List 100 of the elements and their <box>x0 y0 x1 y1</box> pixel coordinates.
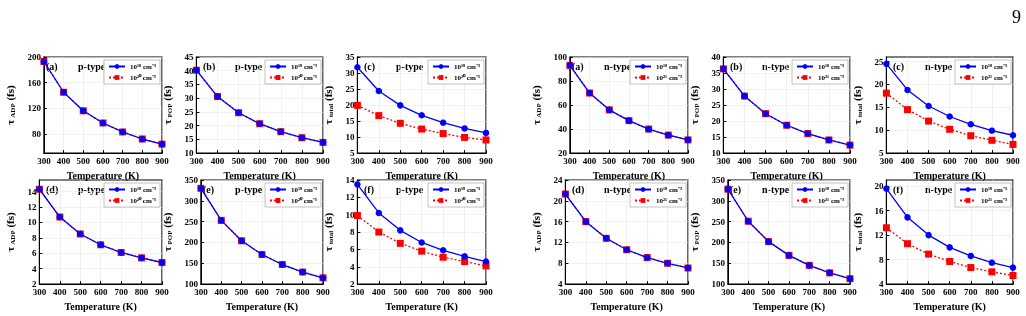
x-axis-title: Temperature (K) <box>590 300 663 313</box>
x-tick-label: 400 <box>579 286 594 297</box>
y-tick-label: 16 <box>553 216 563 227</box>
x-tick-label: 900 <box>681 286 696 297</box>
y-tick-label: 30 <box>184 93 194 104</box>
x-tick-label: 700 <box>964 155 979 166</box>
y-tick-label: 15 <box>345 116 355 127</box>
y-tick-label: 10 <box>345 132 355 143</box>
annotation: (b) <box>730 60 743 73</box>
y-tick-label: 15 <box>874 102 884 113</box>
x-tick-label: 800 <box>985 155 1000 166</box>
y-tick-label: 20 <box>345 100 355 111</box>
x-tick-label: 500 <box>76 155 91 166</box>
annotation: p-type <box>78 183 106 195</box>
x-axis-title: Temperature (K) <box>913 300 986 313</box>
y-tick-label: 80 <box>31 128 42 139</box>
y-tick-label: 10 <box>27 217 37 228</box>
annotation: p-type <box>235 183 263 195</box>
y-tick-label: 300 <box>184 195 199 206</box>
y-tick-label: 150 <box>184 258 199 269</box>
y-tick-label: 2 <box>31 279 37 290</box>
x-tick-label: 900 <box>479 155 494 166</box>
y-tick-label: 20 <box>711 116 721 127</box>
x-tick-label: 500 <box>921 286 936 297</box>
x-tick-label: 500 <box>921 155 936 166</box>
y-tick-label: 6 <box>31 248 37 259</box>
x-axis-title: Temperature (K) <box>385 300 458 313</box>
x-tick-label: 600 <box>96 155 111 166</box>
x-tick-label: 700 <box>641 155 656 166</box>
x-tick-label: 600 <box>779 155 794 166</box>
y-tick-label: 5 <box>878 148 884 159</box>
annotation: (b) <box>203 60 216 73</box>
y-tick-label: 16 <box>874 205 884 216</box>
x-tick-label: 700 <box>436 155 451 166</box>
y-tick-label: 14 <box>345 175 355 185</box>
x-tick-label: 600 <box>942 155 957 166</box>
x-axis-title: Temperature (K) <box>225 300 299 313</box>
annotation: n-type <box>604 183 632 195</box>
x-tick-label: 500 <box>393 155 408 166</box>
x-axis-title: Temperature (K) <box>592 169 666 182</box>
x-tick-label: 700 <box>964 286 979 297</box>
y-tick-label: 30 <box>345 68 355 79</box>
x-tick-label: 900 <box>155 286 170 297</box>
y-tick-label: 20 <box>874 79 884 90</box>
x-tick-label: 600 <box>782 286 797 297</box>
x-tick-label: 800 <box>457 155 472 166</box>
x-tick-label: 900 <box>843 286 858 297</box>
x-tick-label: 800 <box>985 286 1000 297</box>
x-axis-title: Temperature (K) <box>752 300 826 313</box>
x-tick-label: 400 <box>737 155 752 166</box>
x-axis-title: Temperature (K) <box>750 169 823 182</box>
x-tick-label: 600 <box>619 286 634 297</box>
x-tick-label: 500 <box>234 286 249 297</box>
x-tick-label: 500 <box>602 155 617 166</box>
x-tick-label: 700 <box>436 286 451 297</box>
x-tick-label: 400 <box>56 155 71 166</box>
x-tick-label: 600 <box>93 286 108 297</box>
x-tick-label: 500 <box>231 155 246 166</box>
x-tick-label: 400 <box>210 155 225 166</box>
y-tick-label: 200 <box>27 52 42 62</box>
x-tick-label: 700 <box>640 286 655 297</box>
x-tick-label: 700 <box>274 155 289 166</box>
y-tick-label: 40 <box>184 65 194 76</box>
y-tick-label: 15 <box>711 132 721 143</box>
x-tick-label: 400 <box>372 286 387 297</box>
x-tick-label: 500 <box>73 286 88 297</box>
y-tick-label: 35 <box>345 52 355 62</box>
annotation: (e) <box>730 183 742 196</box>
y-tick-label: 200 <box>711 237 726 248</box>
y-tick-label: 12 <box>345 192 355 203</box>
annotation: (c) <box>364 60 376 73</box>
y-tick-label: 250 <box>711 216 726 227</box>
x-tick-label: 400 <box>372 155 387 166</box>
y-tick-label: 10 <box>184 148 194 159</box>
y-tick-label: 15 <box>184 134 194 145</box>
annotation: n-type <box>762 183 790 195</box>
y-tick-label: 4 <box>31 263 37 274</box>
y-tick-label: 4 <box>878 279 884 290</box>
x-tick-label: 800 <box>457 286 472 297</box>
annotation: (c) <box>893 60 905 73</box>
x-tick-label: 500 <box>393 286 408 297</box>
y-tick-label: 10 <box>711 148 721 159</box>
y-tick-label: 80 <box>557 76 568 87</box>
x-axis-title: Temperature (K) <box>223 169 296 182</box>
y-tick-label: 350 <box>711 175 726 185</box>
y-tick-label: 12 <box>874 230 884 241</box>
y-tick-label: 250 <box>184 216 199 227</box>
y-tick-label: 5 <box>349 148 355 159</box>
x-tick-label: 700 <box>275 286 290 297</box>
y-tick-label: 8 <box>31 232 37 243</box>
y-tick-label: 40 <box>711 52 721 62</box>
y-tick-label: 150 <box>711 258 726 269</box>
y-tick-label: 20 <box>557 148 568 159</box>
annotation: n-type <box>604 60 632 72</box>
x-axis-title: Temperature (K) <box>913 169 986 182</box>
y-tick-label: 20 <box>874 181 884 192</box>
x-tick-label: 800 <box>135 155 150 166</box>
x-tick-label: 500 <box>599 286 614 297</box>
y-tick-label: 25 <box>711 100 721 111</box>
x-tick-label: 900 <box>479 286 494 297</box>
